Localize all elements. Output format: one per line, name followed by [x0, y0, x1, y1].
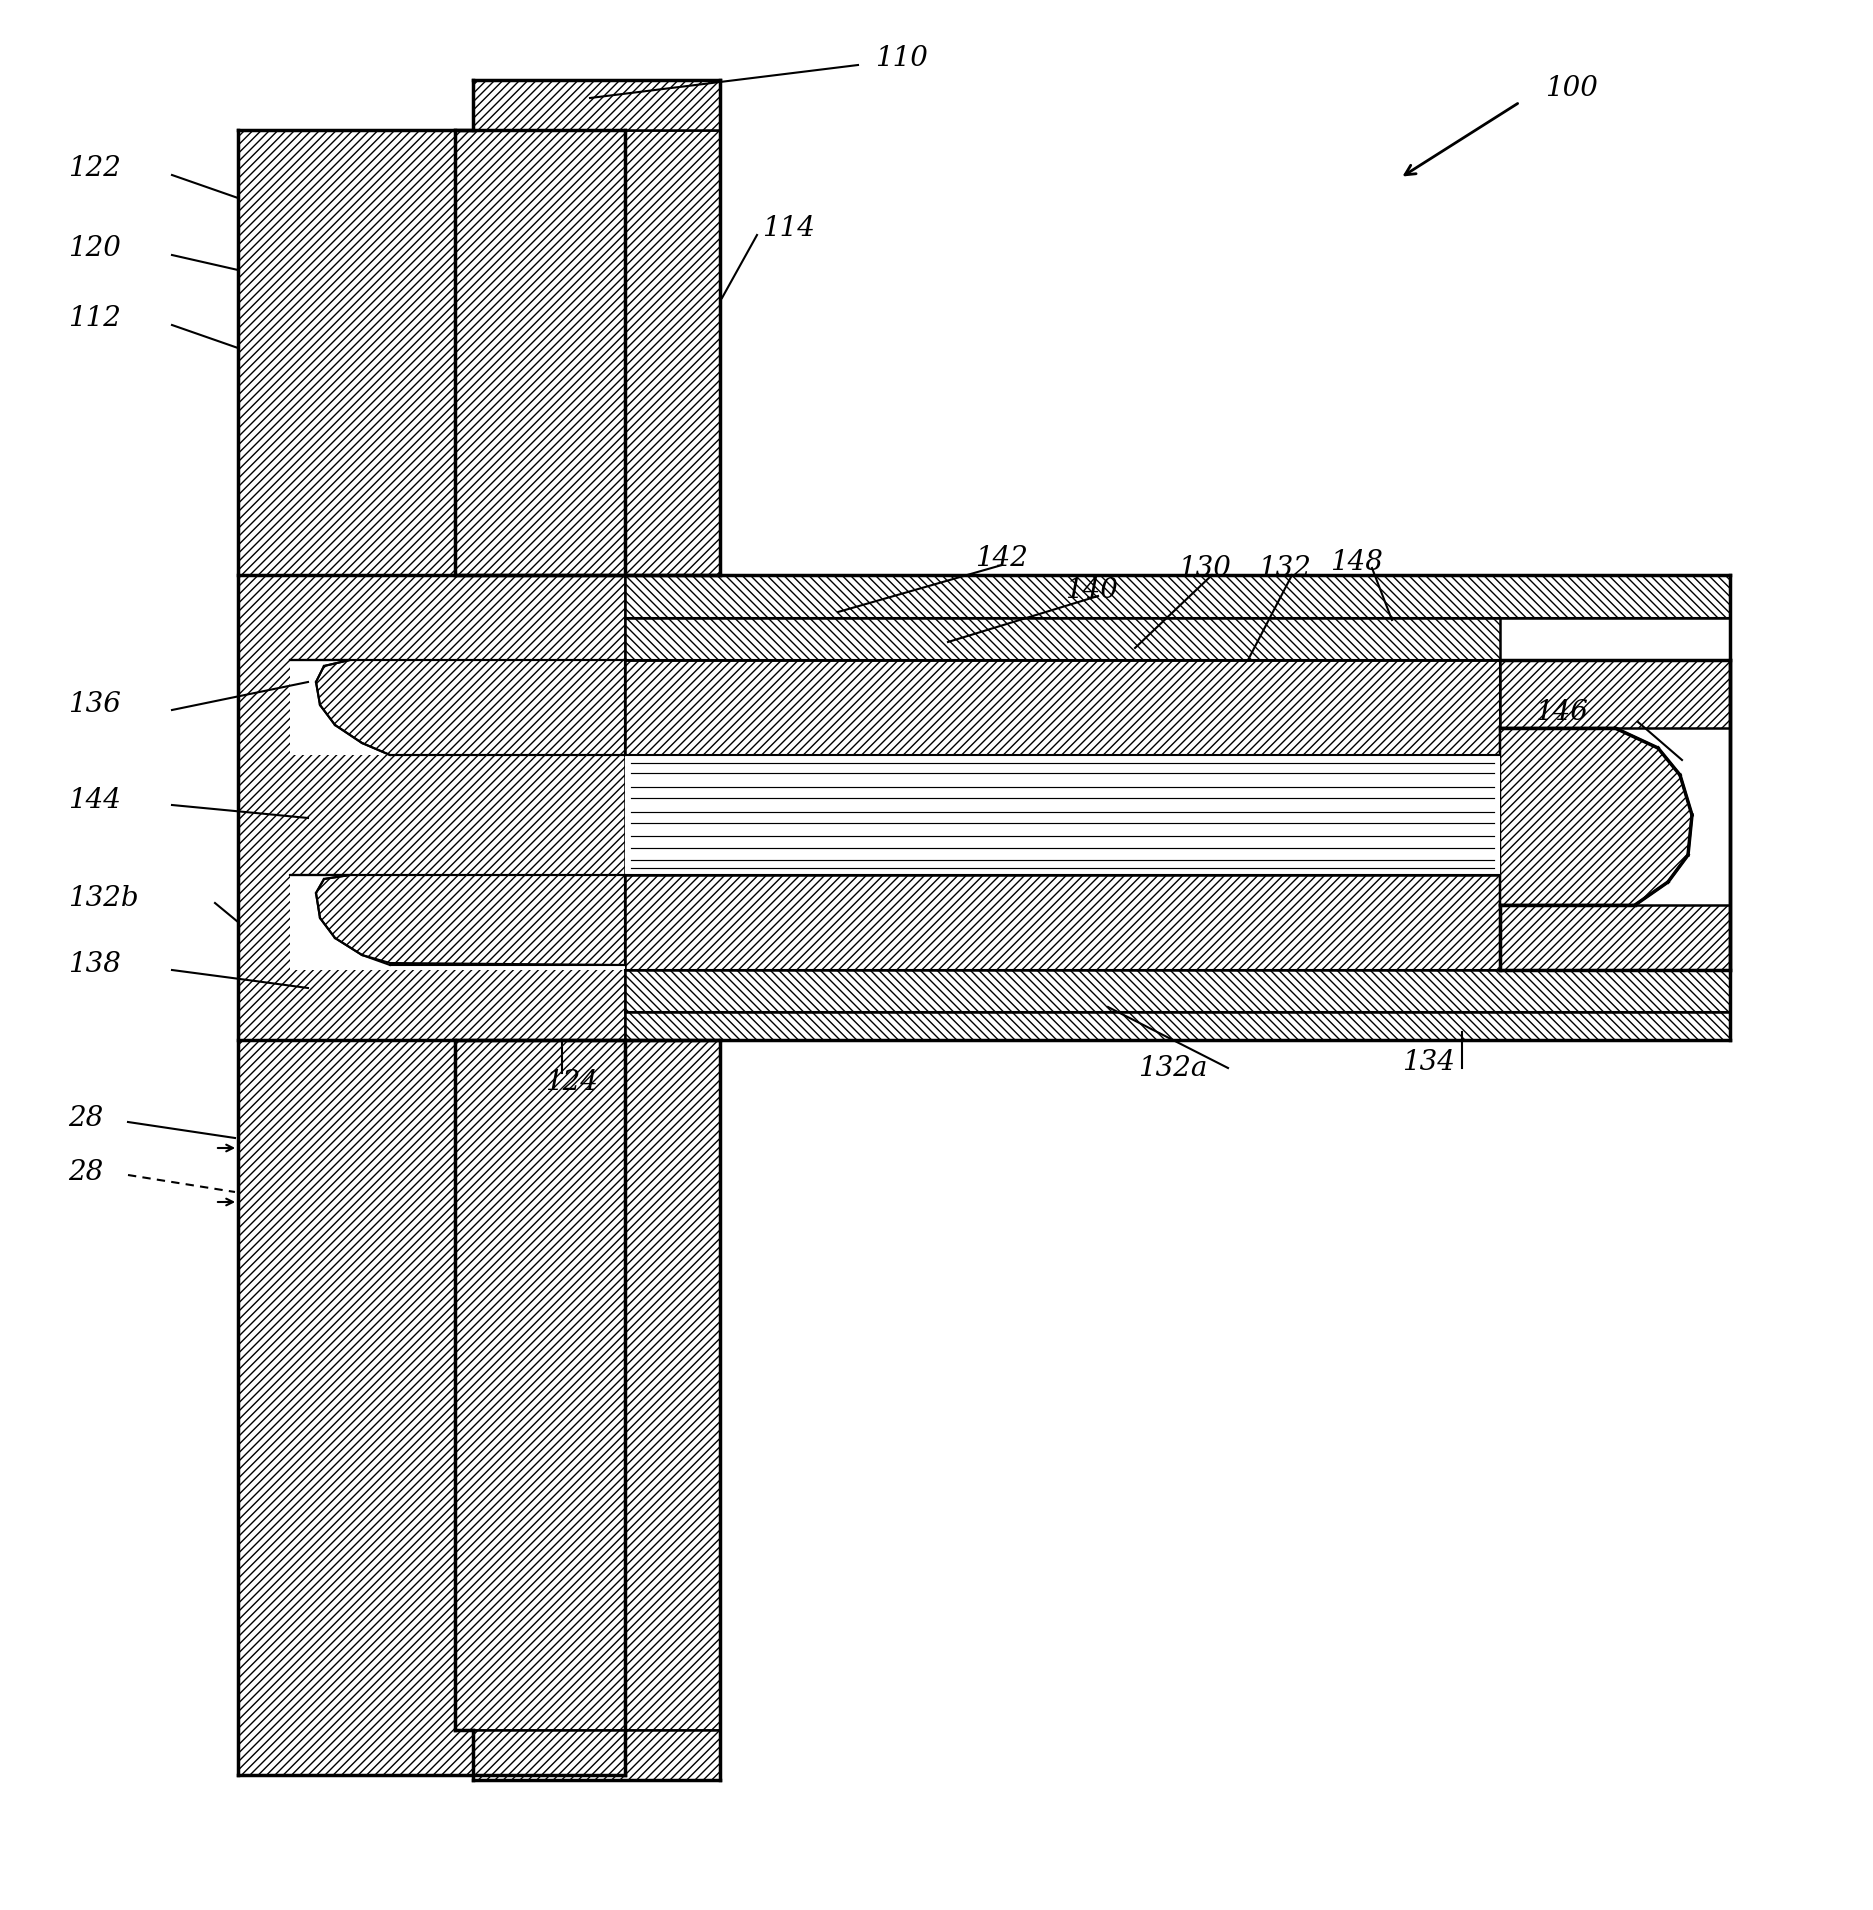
Bar — [290, 661, 626, 754]
Text: 100: 100 — [1545, 74, 1598, 101]
Text: 140: 140 — [1066, 577, 1118, 604]
Bar — [290, 875, 626, 970]
Text: 112: 112 — [67, 304, 122, 332]
Text: 28: 28 — [67, 1159, 103, 1186]
Bar — [626, 619, 1500, 661]
Text: 132a: 132a — [1139, 1054, 1208, 1081]
Bar — [238, 130, 626, 1774]
Text: 132b: 132b — [67, 884, 139, 911]
Bar — [626, 754, 1500, 875]
Text: 28: 28 — [67, 1104, 103, 1131]
Text: 132: 132 — [1259, 554, 1311, 581]
Bar — [626, 575, 1731, 619]
Text: 148: 148 — [1330, 548, 1382, 575]
Bar — [1500, 661, 1731, 728]
Bar — [474, 1730, 719, 1780]
Bar — [474, 80, 719, 130]
Polygon shape — [1500, 728, 1691, 905]
Bar — [455, 130, 719, 575]
Text: 136: 136 — [67, 691, 122, 718]
Text: 110: 110 — [875, 44, 927, 71]
Bar — [626, 1012, 1731, 1041]
Bar — [1500, 905, 1731, 970]
Bar — [455, 1041, 719, 1730]
Text: 134: 134 — [1403, 1049, 1455, 1075]
Polygon shape — [290, 661, 626, 754]
Text: 114: 114 — [762, 214, 815, 241]
Bar — [626, 875, 1500, 970]
Polygon shape — [290, 875, 626, 965]
Bar — [626, 970, 1731, 1012]
Text: 144: 144 — [67, 787, 122, 814]
Text: 138: 138 — [67, 951, 122, 978]
Text: 120: 120 — [67, 235, 122, 262]
Text: 122: 122 — [67, 155, 122, 181]
Text: 124: 124 — [545, 1068, 597, 1096]
Text: 142: 142 — [976, 544, 1028, 571]
Bar — [626, 661, 1500, 754]
Text: 146: 146 — [1536, 699, 1588, 726]
Text: 130: 130 — [1178, 554, 1231, 581]
